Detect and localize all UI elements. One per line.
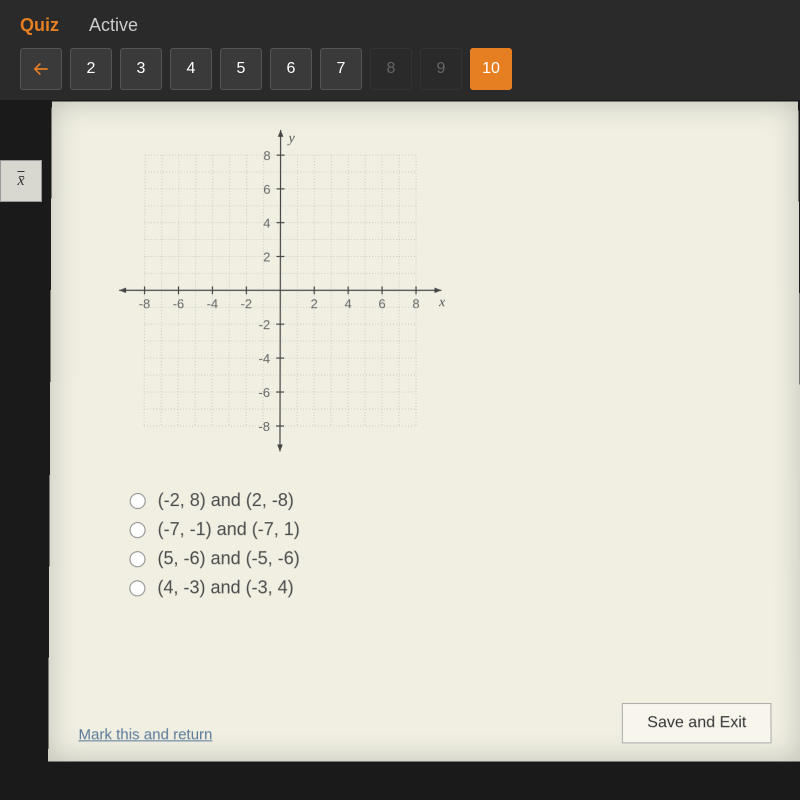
nav-q4[interactable]: 4 (170, 48, 212, 90)
nav-back-button[interactable] (20, 48, 62, 90)
nav-q7[interactable]: 7 (320, 48, 362, 90)
svg-text:2: 2 (263, 249, 270, 264)
answer-options: (-2, 8) and (2, -8) (-7, -1) and (-7, 1)… (129, 490, 771, 598)
svg-text:-4: -4 (259, 351, 271, 366)
equation-tool-tab[interactable]: x̄ (0, 160, 42, 202)
svg-text:-6: -6 (259, 385, 271, 400)
svg-text:4: 4 (345, 296, 352, 311)
tab-quiz[interactable]: Quiz (20, 15, 59, 36)
option-a[interactable]: (-2, 8) and (2, -8) (130, 490, 771, 511)
svg-text:x: x (438, 295, 446, 310)
save-exit-button[interactable]: Save and Exit (622, 703, 772, 743)
tool-icon: x̄ (17, 172, 24, 190)
svg-text:6: 6 (378, 296, 385, 311)
tab-active[interactable]: Active (89, 15, 138, 36)
radio-icon (130, 493, 146, 509)
grid-svg: -8 -8 -6 -6 -4 -4 -2 -2 2 2 4 4 6 6 8 8 x y (100, 121, 460, 460)
option-d[interactable]: (4, -3) and (-3, 4) (129, 577, 771, 598)
nav-q6[interactable]: 6 (270, 48, 312, 90)
svg-text:-2: -2 (241, 296, 253, 311)
coordinate-grid: -8 -8 -6 -6 -4 -4 -2 -2 2 2 4 4 6 6 8 8 x y (100, 121, 770, 465)
option-label: (-7, -1) and (-7, 1) (158, 519, 300, 540)
option-c[interactable]: (5, -6) and (-5, -6) (129, 548, 770, 569)
option-label: (4, -3) and (-3, 4) (157, 577, 293, 598)
nav-q5[interactable]: 5 (220, 48, 262, 90)
back-arrow-icon (31, 59, 51, 79)
nav-q3[interactable]: 3 (120, 48, 162, 90)
svg-text:2: 2 (311, 296, 318, 311)
question-content: -8 -8 -6 -6 -4 -4 -2 -2 2 2 4 4 6 6 8 8 x y (-2, 8) and (… (48, 102, 800, 762)
radio-icon (129, 580, 145, 596)
svg-text:-8: -8 (139, 296, 151, 311)
nav-q9: 9 (420, 48, 462, 90)
quiz-header: Quiz Active 2 3 4 5 6 7 8 9 10 (0, 0, 800, 100)
radio-icon (129, 551, 145, 567)
svg-text:4: 4 (263, 216, 270, 231)
svg-text:-4: -4 (207, 296, 219, 311)
svg-text:-2: -2 (259, 317, 271, 332)
nav-q8: 8 (370, 48, 412, 90)
nav-q10[interactable]: 10 (470, 48, 512, 90)
svg-text:-6: -6 (173, 296, 185, 311)
svg-text:y: y (287, 131, 296, 146)
nav-q2[interactable]: 2 (70, 48, 112, 90)
radio-icon (130, 522, 146, 538)
svg-text:8: 8 (412, 296, 419, 311)
question-nav: 2 3 4 5 6 7 8 9 10 (20, 48, 780, 90)
svg-text:6: 6 (263, 182, 270, 197)
option-label: (-2, 8) and (2, -8) (158, 490, 294, 511)
mark-return-link[interactable]: Mark this and return (78, 726, 212, 743)
svg-text:8: 8 (263, 148, 270, 163)
svg-text:-8: -8 (258, 419, 270, 434)
option-b[interactable]: (-7, -1) and (-7, 1) (130, 519, 771, 540)
option-label: (5, -6) and (-5, -6) (157, 548, 299, 569)
